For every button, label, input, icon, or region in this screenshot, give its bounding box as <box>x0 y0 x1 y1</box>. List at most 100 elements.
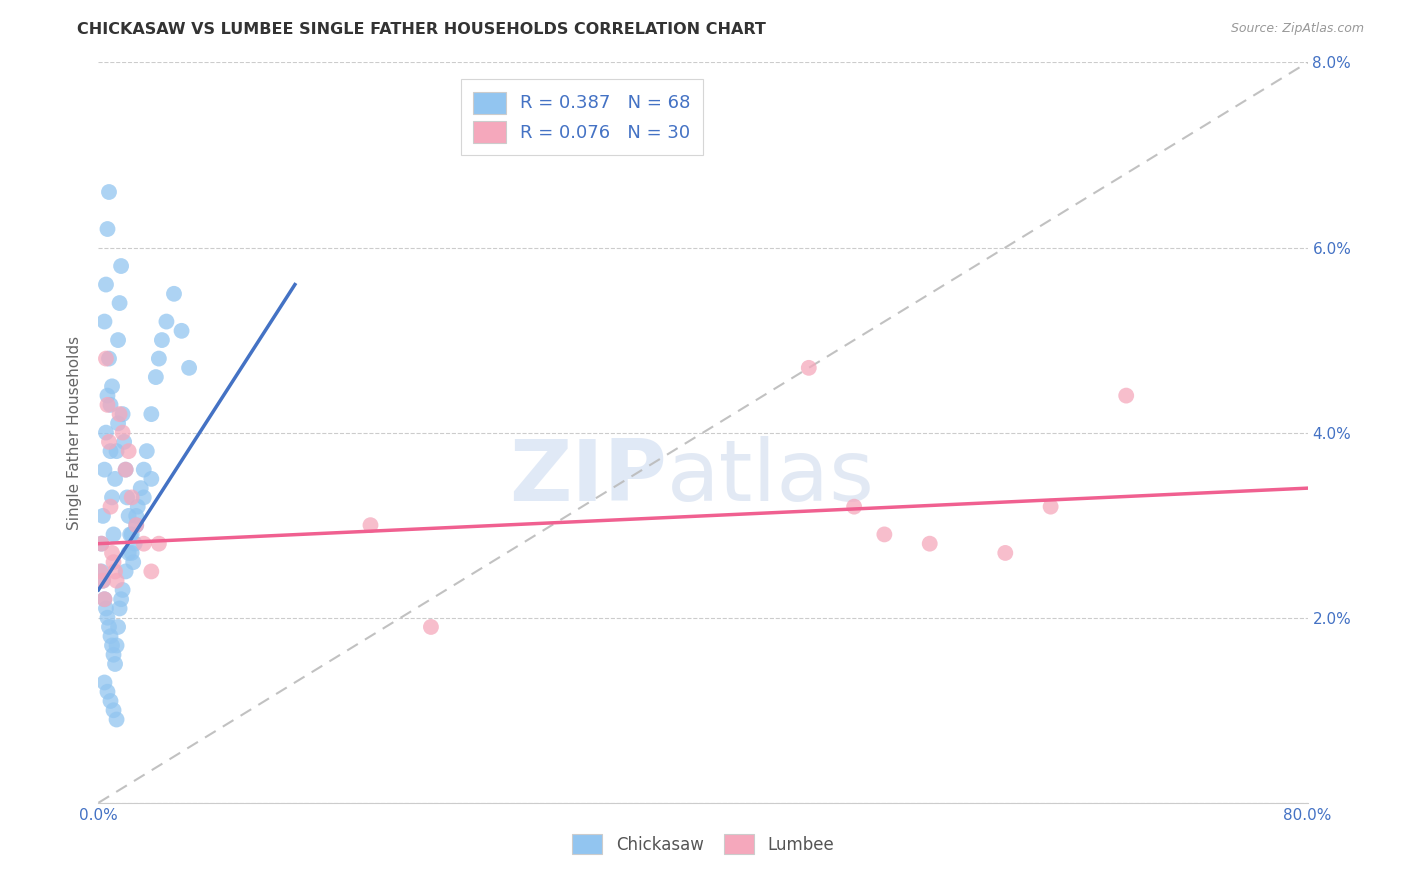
Point <box>132 462 155 476</box>
Point <box>96 222 118 236</box>
Point <box>121 491 143 505</box>
Point <box>844 500 866 514</box>
Point <box>107 333 129 347</box>
Point <box>148 351 170 366</box>
Point <box>98 351 121 366</box>
Text: ZIP: ZIP <box>509 435 666 518</box>
Point <box>96 610 118 624</box>
Point <box>111 425 134 440</box>
Point <box>105 639 128 653</box>
Point <box>918 536 941 550</box>
Point <box>104 565 127 579</box>
Point <box>101 379 124 393</box>
Point <box>104 472 127 486</box>
Point <box>155 314 177 328</box>
Point <box>103 527 125 541</box>
Point <box>94 277 117 292</box>
Point <box>141 472 163 486</box>
Point <box>101 491 124 505</box>
Point <box>93 675 115 690</box>
Point <box>105 444 128 458</box>
Point <box>118 444 141 458</box>
Point <box>90 536 112 550</box>
Point <box>110 259 132 273</box>
Text: CHICKASAW VS LUMBEE SINGLE FATHER HOUSEHOLDS CORRELATION CHART: CHICKASAW VS LUMBEE SINGLE FATHER HOUSEH… <box>77 22 766 37</box>
Point <box>100 694 122 708</box>
Text: atlas: atlas <box>666 435 875 518</box>
Point <box>93 462 115 476</box>
Point <box>96 398 118 412</box>
Point <box>122 555 145 569</box>
Point <box>118 508 141 523</box>
Point <box>114 462 136 476</box>
Point <box>163 286 186 301</box>
Point <box>141 407 163 421</box>
Point <box>114 565 136 579</box>
Point <box>103 555 125 569</box>
Point <box>170 324 193 338</box>
Point <box>100 500 122 514</box>
Point <box>132 491 155 505</box>
Point <box>91 574 114 588</box>
Point <box>114 462 136 476</box>
Point <box>125 508 148 523</box>
Point <box>108 296 131 310</box>
Point <box>135 444 157 458</box>
Point <box>91 574 114 588</box>
Point <box>115 491 138 505</box>
Point <box>107 620 129 634</box>
Point <box>101 639 124 653</box>
Point <box>93 314 115 328</box>
Point <box>105 574 128 588</box>
Point <box>100 398 122 412</box>
Point <box>797 360 820 375</box>
Point <box>90 536 112 550</box>
Point <box>94 425 117 440</box>
Point <box>98 434 121 449</box>
Point <box>90 565 112 579</box>
Point <box>94 351 117 366</box>
Point <box>100 629 122 643</box>
Point <box>96 685 118 699</box>
Point <box>91 508 114 523</box>
Point <box>420 620 443 634</box>
Point <box>96 389 118 403</box>
Point <box>98 620 121 634</box>
Point <box>179 360 201 375</box>
Point <box>93 592 115 607</box>
Point <box>132 536 155 550</box>
Point <box>100 444 122 458</box>
Legend: Chickasaw, Lumbee: Chickasaw, Lumbee <box>565 828 841 861</box>
Point <box>125 518 148 533</box>
Point <box>994 546 1017 560</box>
Point <box>118 546 141 560</box>
Point <box>110 592 132 607</box>
Point <box>101 546 124 560</box>
Point <box>105 713 128 727</box>
Point <box>89 565 111 579</box>
Point <box>121 527 143 541</box>
Point <box>112 434 135 449</box>
Point <box>1115 389 1137 403</box>
Point <box>107 417 129 431</box>
Point <box>873 527 896 541</box>
Point <box>125 518 148 533</box>
Point <box>103 703 125 717</box>
Point <box>145 370 167 384</box>
Point <box>124 536 146 550</box>
Point <box>103 648 125 662</box>
Point <box>148 536 170 550</box>
Text: Source: ZipAtlas.com: Source: ZipAtlas.com <box>1230 22 1364 36</box>
Point <box>108 407 131 421</box>
Point <box>121 546 143 560</box>
Point <box>98 185 121 199</box>
Point <box>127 500 149 514</box>
Point <box>150 333 173 347</box>
Point <box>111 407 134 421</box>
Point <box>360 518 382 533</box>
Point <box>141 565 163 579</box>
Point <box>104 657 127 671</box>
Point <box>111 582 134 597</box>
Y-axis label: Single Father Households: Single Father Households <box>67 335 83 530</box>
Point <box>1039 500 1062 514</box>
